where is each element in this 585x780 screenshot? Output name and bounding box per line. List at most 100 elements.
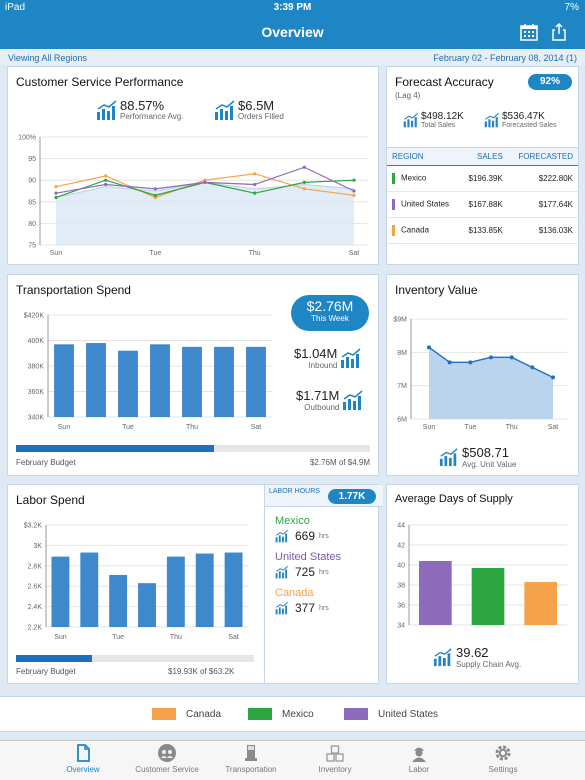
truck-icon xyxy=(245,745,257,761)
kpi-value: $1.71M xyxy=(296,388,340,403)
data-point xyxy=(530,365,535,370)
kpi-value: 88.57% xyxy=(120,98,165,113)
region-cell: United States xyxy=(387,191,460,218)
data-point xyxy=(352,193,356,197)
y-tick-label: 44 xyxy=(397,523,405,530)
table-row[interactable]: Mexico $196.39K $222.80K xyxy=(387,165,578,192)
accuracy-badge: 92% xyxy=(528,74,572,90)
tab-label: Transportation xyxy=(225,765,277,774)
data-point xyxy=(302,187,306,191)
total-sales-kpi: $498.12K Total Sales xyxy=(403,111,464,129)
legend-label: Mexico xyxy=(282,708,314,720)
x-tick-label: Tue xyxy=(112,634,124,641)
legend-item-united-states: United States xyxy=(344,708,438,720)
gear-icon xyxy=(495,745,511,761)
united-states-swatch xyxy=(392,199,395,210)
x-tick-label: Sun xyxy=(50,250,63,257)
data-point xyxy=(447,360,452,365)
days-of-supply-card[interactable]: Average Days of Supply 44 42 40 38 36 34 39.6… xyxy=(386,484,579,684)
bar xyxy=(166,556,185,627)
y-tick-label: 400K xyxy=(28,338,45,345)
hours-unit: hrs xyxy=(319,532,329,540)
forecasted-sales-kpi: $536.47K Forecasted Sales xyxy=(484,111,556,129)
viewing-regions-link[interactable]: Viewing All Regions xyxy=(8,53,87,63)
y-tick-label: 360K xyxy=(28,389,45,396)
forecasted-cell: $222.80K xyxy=(507,165,578,192)
region-legend: Canada Mexico United States xyxy=(0,696,585,732)
forecasted-cell: $177.64K xyxy=(507,191,578,218)
region-name: Canada xyxy=(275,587,314,599)
customer-service-card[interactable]: Customer Service Performance 88.57% Perfo… xyxy=(7,66,379,265)
x-tick-label: Sat xyxy=(349,250,360,257)
budget-label: February Budget xyxy=(16,667,76,676)
kpi-label: Forecasted Sales xyxy=(502,122,557,129)
y-tick-label: 38 xyxy=(397,583,405,590)
kpi-label: Outbound xyxy=(304,403,340,412)
y-tick-label: 3K xyxy=(33,543,42,550)
budget-label: February Budget xyxy=(16,458,76,467)
outbound-kpi: $1.71M Outbound xyxy=(296,388,364,412)
days-of-supply-bar-chart: 44 42 40 38 36 34 xyxy=(397,523,567,630)
y-tick-label: 40 xyxy=(397,563,405,570)
trend-chart-icon xyxy=(484,113,499,128)
data-point xyxy=(253,172,257,176)
kpi-label: Orders Filled xyxy=(238,112,284,121)
budget-value: $2.76M of $4.9M xyxy=(309,458,370,467)
labor-hours-header: LABOR HOURS 1.77K xyxy=(265,485,383,507)
supply-chain-avg-kpi: 39.62 Supply Chain Avg. xyxy=(433,645,521,669)
tab-inventory[interactable]: Inventory xyxy=(293,743,377,774)
orders-filled-kpi: $6.5M Orders Filled xyxy=(214,99,284,121)
budget-progress-fill xyxy=(16,445,215,452)
y-tick-label: 2.8K xyxy=(28,563,43,570)
tab-settings[interactable]: Settings xyxy=(461,743,545,774)
data-point xyxy=(203,180,207,184)
canada-hours: Canada 377 hrs xyxy=(275,587,329,615)
inbound-kpi: $1.04M Inbound xyxy=(294,346,362,370)
x-tick-label: Sat xyxy=(228,634,239,641)
card-subtitle: (Lag 4) xyxy=(395,91,421,100)
card-title: Forecast Accuracy xyxy=(395,75,494,89)
region-name: Mexico xyxy=(275,515,310,527)
nav-bar: Overview xyxy=(0,16,585,49)
filter-bar: Viewing All Regions February 02 - Februa… xyxy=(0,49,585,65)
tab-labor[interactable]: Labor xyxy=(377,743,461,774)
trend-chart-icon xyxy=(403,113,418,128)
data-point xyxy=(551,375,555,380)
card-title: Transportation Spend xyxy=(16,283,131,297)
data-point xyxy=(253,191,257,195)
y-tick-label: 2.4K xyxy=(28,604,43,611)
date-range-link[interactable]: February 02 - February 08, 2014 (1) xyxy=(433,53,577,63)
inventory-value-card[interactable]: Inventory Value $9M 8M 7M 6M Sun Tue Thu Sat $5… xyxy=(386,274,579,476)
region-name: United States xyxy=(275,551,342,563)
table-row[interactable]: Canada $133.85K $136.03K xyxy=(387,217,578,244)
x-tick-label: Thu xyxy=(170,634,182,641)
tab-customer-service[interactable]: Customer Service xyxy=(125,743,209,774)
data-point xyxy=(153,193,157,197)
table-row[interactable]: United States $167.88K $177.64K xyxy=(387,191,578,218)
hours-unit: hrs xyxy=(319,568,329,576)
tab-label: Inventory xyxy=(318,765,352,774)
calendar-icon[interactable] xyxy=(519,22,539,42)
worker-icon xyxy=(412,747,426,762)
kpi-value: $508.71 xyxy=(462,445,509,460)
trend-chart-icon xyxy=(341,348,361,368)
bar xyxy=(80,552,99,627)
trend-chart-icon xyxy=(275,529,289,543)
tab-transportation[interactable]: Transportation xyxy=(209,743,293,774)
labor-spend-card[interactable]: Labor Spend $3.2K 3K 2.8K 2.6K 2.4K 2.2K Sun Tu… xyxy=(7,484,383,684)
share-icon[interactable] xyxy=(549,22,569,42)
data-point xyxy=(104,178,108,182)
tab-overview[interactable]: Overview xyxy=(41,743,125,774)
data-point xyxy=(352,178,356,182)
y-tick-label: 6M xyxy=(397,417,407,424)
forecast-accuracy-card[interactable]: Forecast Accuracy (Lag 4) 92% $498.12K To… xyxy=(386,66,579,265)
y-tick-label: 80 xyxy=(28,221,36,228)
y-tick-label: 7M xyxy=(397,383,407,390)
trend-chart-icon xyxy=(439,448,458,467)
y-tick-label: 340K xyxy=(28,415,45,422)
hours-unit: hrs xyxy=(319,604,329,612)
region-name: Canada xyxy=(401,225,430,235)
inventory-area xyxy=(429,347,553,419)
transportation-spend-card[interactable]: Transportation Spend $420K 400K 380K 360K 34… xyxy=(7,274,379,476)
document-icon xyxy=(77,744,90,762)
